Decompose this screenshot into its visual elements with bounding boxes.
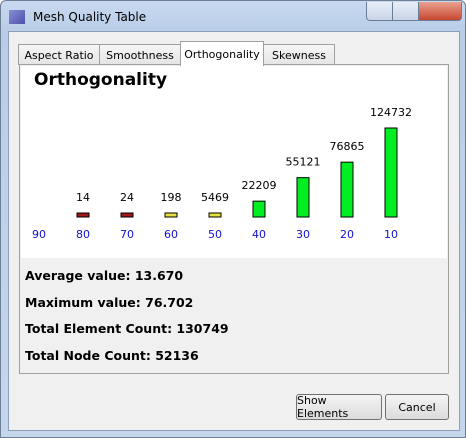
tab-panel: Orthogonality 90 80 14 70 24 60 198 50 5469 40 222… bbox=[19, 64, 449, 374]
bar bbox=[252, 200, 266, 218]
category-label: 70 bbox=[120, 228, 134, 241]
stat-line: Total Element Count: 130749 bbox=[25, 321, 229, 336]
category-label: 90 bbox=[32, 228, 46, 241]
chart: Orthogonality 90 80 14 70 24 60 198 50 5469 40 222… bbox=[21, 66, 447, 258]
maximize-button[interactable] bbox=[392, 2, 420, 21]
show-elements-button[interactable]: Show Elements bbox=[296, 394, 382, 420]
stat-line: Maximum value: 76.702 bbox=[25, 295, 194, 310]
value-label: 22209 bbox=[242, 179, 277, 192]
category-label: 60 bbox=[164, 228, 178, 241]
chart-background bbox=[21, 66, 447, 258]
tab[interactable]: Skewness bbox=[263, 44, 335, 65]
value-label: 55121 bbox=[286, 156, 321, 169]
title-bar: Mesh Quality Table bbox=[9, 7, 146, 27]
category-label: 10 bbox=[384, 228, 398, 241]
tab[interactable]: Aspect Ratio bbox=[18, 44, 100, 65]
category-label: 40 bbox=[252, 228, 266, 241]
minimize-button[interactable] bbox=[366, 2, 394, 21]
bar bbox=[164, 212, 178, 218]
value-label: 5469 bbox=[201, 191, 229, 204]
category-label: 50 bbox=[208, 228, 222, 241]
tab-active[interactable]: Orthogonality bbox=[180, 41, 264, 66]
app-icon bbox=[9, 10, 25, 24]
category-label: 30 bbox=[296, 228, 310, 241]
cancel-button[interactable]: Cancel bbox=[385, 394, 449, 420]
bar bbox=[76, 212, 90, 218]
chart-title: Orthogonality bbox=[34, 70, 167, 90]
bar bbox=[296, 177, 310, 218]
stat-line: Average value: 13.670 bbox=[25, 268, 184, 283]
client-area: Aspect Ratio Smoothness Orthogonality Sk… bbox=[8, 31, 460, 431]
bar bbox=[120, 212, 134, 218]
value-label: 24 bbox=[120, 191, 134, 204]
tab[interactable]: Smoothness bbox=[99, 44, 181, 65]
bar bbox=[384, 127, 398, 218]
close-button[interactable] bbox=[418, 2, 462, 21]
window-title: Mesh Quality Table bbox=[33, 10, 147, 24]
value-label: 14 bbox=[76, 191, 90, 204]
category-label: 20 bbox=[340, 228, 354, 241]
category-label: 80 bbox=[76, 228, 90, 241]
value-label: 76865 bbox=[330, 140, 365, 153]
stat-line: Total Node Count: 52136 bbox=[25, 348, 199, 363]
value-label: 124732 bbox=[370, 106, 412, 119]
value-label: 198 bbox=[161, 191, 182, 204]
bar bbox=[340, 161, 354, 218]
bar bbox=[208, 212, 222, 218]
